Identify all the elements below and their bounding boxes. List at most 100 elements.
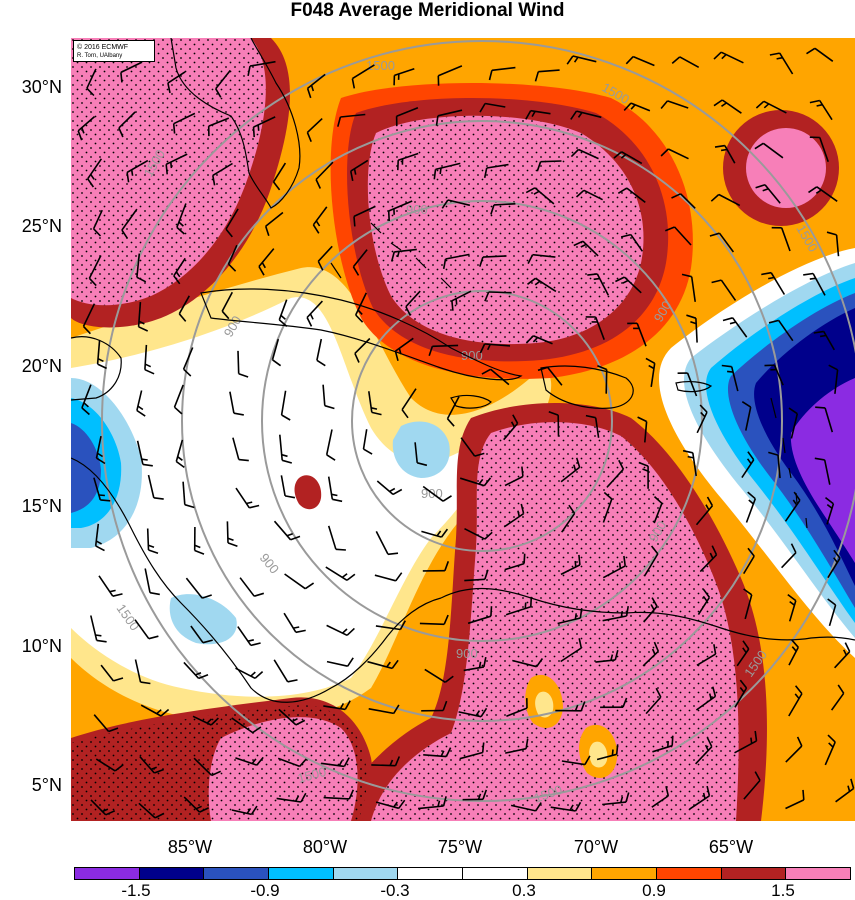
colorbar-swatch	[527, 868, 593, 879]
wind-barb	[460, 437, 476, 457]
wind-barb-flag	[486, 344, 491, 351]
wind-barb-flag	[261, 262, 266, 269]
wind-barb-flag	[417, 462, 428, 467]
wind-barb	[249, 60, 276, 67]
wind-barb	[353, 205, 376, 218]
wind-barb-flag	[227, 542, 238, 547]
wind-barb-flag	[211, 770, 222, 777]
range-ring-outer-1	[181, 120, 783, 722]
wind-barb-flag	[638, 461, 649, 467]
wind-barb	[100, 664, 115, 682]
wind-barb-flag	[794, 685, 803, 695]
wind-barb-flag	[702, 588, 711, 598]
wind-barb-flag	[573, 240, 584, 247]
wind-barb-flag	[671, 56, 681, 65]
wind-barb-flag	[350, 170, 354, 182]
wind-barb-flag	[611, 749, 614, 756]
wind-barb-flag	[802, 789, 805, 800]
wind-barb-flag	[398, 348, 402, 355]
wind-barb-flag	[517, 510, 521, 517]
wind-barb-flag	[102, 808, 109, 813]
wind-barb-flag	[568, 504, 576, 514]
wind-barb-flag	[246, 501, 253, 505]
wind-barb-flag	[357, 309, 363, 315]
wind-barb-flag	[306, 132, 312, 143]
wind-barb	[692, 452, 697, 477]
wind-barb	[826, 503, 835, 525]
wind-barb-flag	[177, 456, 183, 461]
wind-barb-flag	[768, 451, 779, 456]
wind-barb	[322, 384, 326, 406]
wind-barb	[834, 651, 851, 669]
wind-barb-flag	[763, 103, 770, 109]
wind-barb	[173, 112, 196, 125]
wind-barb	[140, 704, 162, 717]
wind-barb-flag	[531, 110, 536, 117]
wind-barb	[280, 390, 287, 416]
wind-barb	[745, 498, 757, 523]
wind-barb	[375, 801, 400, 810]
wind-barb-flag	[316, 359, 326, 367]
wind-barb	[532, 253, 556, 258]
wind-barb	[828, 604, 837, 627]
wind-barb	[814, 47, 834, 62]
wind-barb	[176, 203, 187, 228]
wind-barb-flag	[304, 582, 315, 590]
wind-barb	[405, 290, 421, 308]
wind-barb-flag	[653, 496, 663, 504]
wind-barb-flag	[806, 47, 816, 55]
wind-barb-flag	[815, 189, 822, 194]
wind-barb-flag	[175, 460, 185, 469]
wind-barb-flag	[660, 100, 669, 110]
wind-barb	[371, 764, 396, 767]
wind-barb-flag	[809, 99, 820, 104]
wind-barb	[144, 568, 151, 593]
wind-barb-flag	[293, 626, 300, 629]
wind-barb	[432, 344, 459, 348]
wind-barb	[467, 615, 492, 625]
wind-barb	[695, 318, 698, 343]
wind-barb-flag	[713, 99, 723, 107]
wind-barb-flag	[791, 639, 799, 648]
wind-barb	[237, 350, 240, 374]
map-panel[interactable]: 900 900 900 900 900 900 900 900 1500 150…	[71, 38, 855, 821]
wind-barb	[173, 384, 184, 408]
wind-barb-flag	[790, 543, 797, 554]
wind-barb-flag	[100, 499, 111, 502]
wind-barb-flag	[389, 759, 394, 766]
wind-barb	[227, 244, 238, 265]
wind-barb-flag	[479, 343, 486, 354]
wind-barb	[788, 693, 803, 717]
wind-barb-flag	[178, 221, 184, 227]
wind-barb-flag	[574, 704, 579, 711]
wind-barb-flag	[81, 127, 85, 134]
wind-barb-flag	[837, 684, 845, 694]
wind-barb-flag	[622, 279, 629, 284]
wind-barb-flag	[704, 744, 709, 751]
wind-barb-flag	[136, 409, 146, 417]
wind-barb	[576, 110, 602, 119]
wind-barb	[278, 299, 288, 321]
wind-barb-flag	[622, 697, 628, 708]
wind-barb	[421, 530, 442, 538]
wind-barb	[192, 715, 212, 726]
wind-barb-flag	[183, 368, 192, 377]
wind-barb-flag	[281, 453, 288, 458]
shading-darkred-spot	[294, 475, 322, 510]
wind-barb-flag	[199, 807, 209, 813]
wind-barb-flag	[681, 273, 692, 278]
colorbar-swatch	[398, 868, 464, 879]
wind-barb-flag	[280, 314, 286, 320]
wind-barb-flag	[306, 317, 313, 327]
wind-barb-flag	[490, 606, 493, 617]
wind-barb	[221, 291, 234, 312]
wind-barb-flag	[341, 573, 348, 579]
wind-barb	[279, 434, 283, 461]
wind-barb-flag	[754, 142, 764, 150]
wind-barb-flag	[118, 127, 124, 138]
wind-barb-flag	[77, 130, 83, 141]
wind-barb	[824, 407, 834, 433]
map-canvas[interactable]: 900 900 900 900 900 900 900 900 1500 150…	[71, 38, 855, 821]
lat-label-30n: 30°N	[21, 77, 62, 97]
lat-label-5n: 5°N	[31, 775, 62, 795]
